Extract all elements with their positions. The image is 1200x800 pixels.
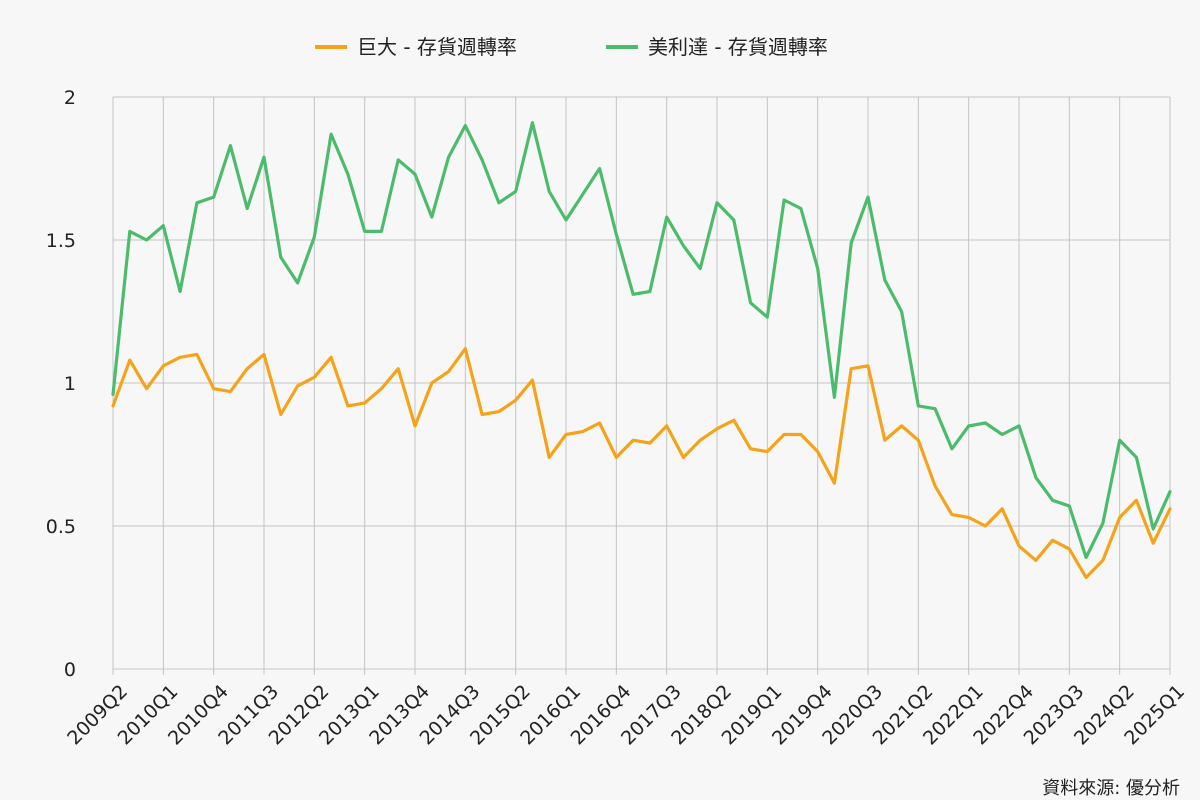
legend-label-2: 美利達 - 存貨週轉率 [648,35,828,59]
source-note: 資料來源: 優分析 [1042,778,1180,799]
y-tick-label: 0.5 [46,516,76,538]
y-tick-label: 1.5 [46,230,76,252]
series-line-1 [111,347,1172,580]
grid-lines [112,96,1171,675]
legend-label-1: 巨大 - 存貨週轉率 [357,35,517,59]
y-tick-label: 1 [64,373,76,395]
series-lines [111,121,1172,580]
y-tick-label: 2 [64,87,76,109]
series-line-2 [111,121,1172,560]
y-tick-label: 0 [64,659,76,681]
legend: 巨大 - 存貨週轉率 美利達 - 存貨週轉率 [315,35,828,59]
